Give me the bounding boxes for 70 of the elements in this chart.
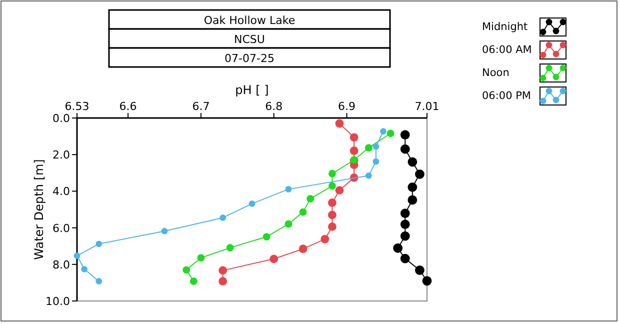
- point: [306, 195, 314, 202]
- y-tick-label: 2.0: [52, 148, 70, 162]
- point: [81, 266, 88, 272]
- point: [400, 130, 410, 140]
- point: [365, 172, 372, 179]
- y-tick-label: 0.0: [52, 112, 70, 125]
- point: [350, 146, 358, 155]
- point: [408, 182, 418, 192]
- point: [386, 130, 394, 138]
- point: [74, 252, 80, 259]
- point: [400, 254, 410, 264]
- text: 07-07-25: [224, 52, 274, 65]
- y-tick-label: 8.0: [52, 258, 70, 272]
- x-tick-label: 6.8: [265, 100, 283, 113]
- point: [218, 266, 228, 275]
- point: [197, 254, 205, 262]
- point: [284, 220, 292, 228]
- point: [328, 198, 336, 207]
- point: [335, 119, 344, 128]
- point: [190, 278, 198, 285]
- point: [393, 243, 403, 253]
- point: [372, 158, 380, 165]
- point: [415, 169, 424, 179]
- legend-label: 06:00 AM: [482, 44, 532, 56]
- point: [96, 278, 102, 284]
- point: [248, 200, 256, 207]
- point: [270, 254, 278, 264]
- y-tick-label: 6.0: [52, 222, 70, 235]
- point: [96, 240, 102, 248]
- point: [328, 182, 336, 190]
- y-axis-title: Water Depth [m]: [32, 159, 46, 260]
- chart-subtitle: NCSU: [234, 33, 265, 46]
- y-tick-label: 10.0: [46, 295, 70, 308]
- point: [335, 186, 344, 194]
- point: [320, 234, 330, 244]
- point: [328, 210, 336, 220]
- chart-title: Oak Hollow Lake: [204, 14, 296, 27]
- point: [400, 220, 410, 230]
- point: [285, 186, 292, 192]
- point: [380, 128, 386, 135]
- point: [415, 266, 424, 275]
- point: [218, 277, 228, 286]
- x-tick-label: 6.53: [64, 100, 90, 113]
- legend-label: Midnight: [482, 21, 528, 33]
- point: [226, 244, 234, 252]
- point: [161, 228, 168, 234]
- point: [400, 231, 410, 241]
- point: [182, 266, 190, 274]
- point: [298, 244, 308, 254]
- point: [220, 214, 226, 221]
- x-axis-title: pH [ ]: [235, 83, 269, 97]
- point: [408, 195, 418, 205]
- x-tick-label: 6.6: [119, 100, 137, 113]
- point: [364, 144, 372, 152]
- x-tick-label: 6.7: [192, 100, 210, 113]
- point: [400, 208, 410, 218]
- point: [400, 144, 410, 154]
- point: [422, 276, 432, 286]
- x-tick-label: 7.01: [414, 100, 440, 113]
- legend-label: 06:00 PM: [482, 90, 531, 102]
- point: [328, 222, 336, 231]
- point: [262, 233, 270, 240]
- point: [328, 170, 336, 178]
- point: [299, 208, 307, 216]
- y-tick-label: 4.0: [52, 185, 70, 198]
- text: Noon: [482, 67, 510, 79]
- point: [408, 157, 418, 167]
- x-tick-label: 6.9: [338, 100, 356, 113]
- point: [372, 143, 380, 150]
- point: [350, 133, 358, 142]
